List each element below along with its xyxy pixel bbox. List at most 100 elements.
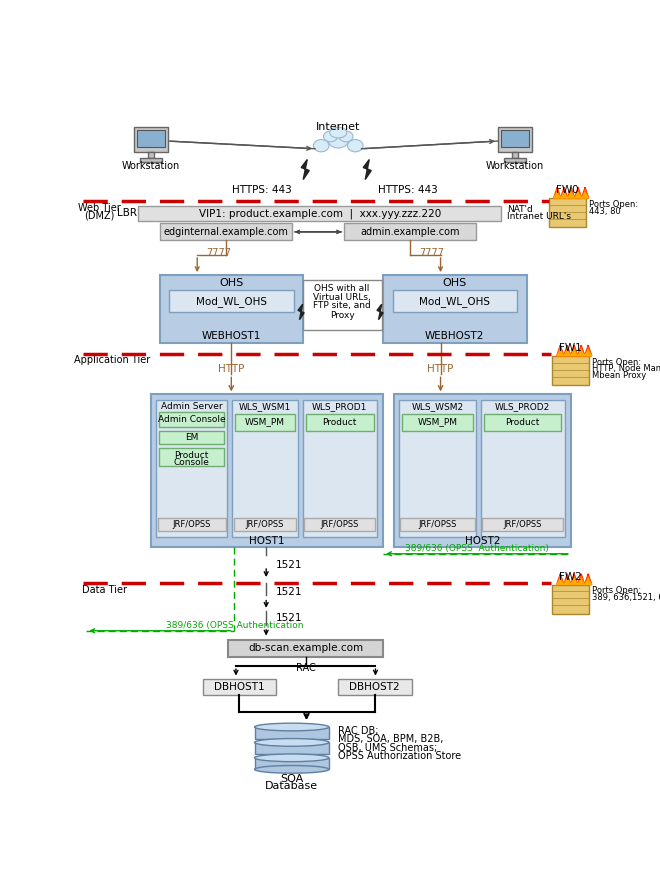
Text: (DMZ): (DMZ) [84,211,115,221]
Bar [255,758,329,770]
Polygon shape [578,574,585,585]
Polygon shape [564,345,571,356]
Polygon shape [561,192,568,198]
Bar [203,679,277,696]
Text: Virtual URLs,: Virtual URLs, [314,293,371,302]
Bar [338,679,412,696]
Ellipse shape [348,139,363,152]
Text: OHS with all: OHS with all [314,284,370,294]
Text: JRF/OPSS: JRF/OPSS [321,520,359,529]
Text: Web Tier: Web Tier [78,203,121,213]
Bar [160,275,304,343]
Text: Ports Open:: Ports Open: [589,200,638,209]
Bar [504,158,526,162]
Polygon shape [571,350,578,356]
Polygon shape [571,576,578,585]
Text: Console: Console [174,457,210,467]
Polygon shape [585,579,591,585]
Polygon shape [557,345,564,356]
Polygon shape [585,347,591,356]
Bar [306,413,374,430]
Polygon shape [581,192,589,198]
Text: HTTP, Node Manager,: HTTP, Node Manager, [591,364,660,373]
Polygon shape [585,350,591,356]
Polygon shape [571,579,578,585]
Text: OHS: OHS [219,279,244,288]
Bar [512,152,518,158]
Bar [234,518,296,531]
Polygon shape [575,189,581,198]
Text: WEBHOST2: WEBHOST2 [425,330,484,341]
Bar [158,518,226,531]
Bar [255,727,329,739]
Bar [133,127,168,152]
Text: edginternal.example.com: edginternal.example.com [164,227,288,237]
Text: WLS_PROD1: WLS_PROD1 [312,402,368,411]
Polygon shape [298,305,304,320]
Text: Product: Product [175,451,209,460]
Text: 389, 636,1521, 6200: 389, 636,1521, 6200 [591,593,660,602]
Bar [345,223,477,240]
Bar [148,152,154,158]
Text: HTTPS: 443: HTTPS: 443 [232,185,292,195]
Text: SOA: SOA [280,773,304,783]
Polygon shape [585,576,591,585]
Bar [399,400,477,537]
Bar [137,130,164,147]
Ellipse shape [255,739,329,747]
Bar [304,518,376,531]
Text: OHS: OHS [442,279,467,288]
Polygon shape [578,347,585,356]
Text: 7777: 7777 [207,247,232,258]
Polygon shape [564,579,571,585]
Text: Mod_WL_OHS: Mod_WL_OHS [419,296,490,306]
Ellipse shape [328,132,348,148]
Polygon shape [301,160,310,179]
Text: WSM_PM: WSM_PM [245,418,284,427]
Text: VIP1: product.example.com  |  xxx.yyy.zzz.220: VIP1: product.example.com | xxx.yyy.zzz.… [199,208,441,219]
Text: Workstation: Workstation [486,161,544,171]
Bar [139,205,501,221]
Polygon shape [575,188,581,198]
Text: HTTP: HTTP [428,364,453,374]
Text: HTTP: HTTP [218,364,244,374]
Bar [383,275,527,343]
Bar [400,518,475,531]
Bar [140,158,162,162]
Text: WSM_PM: WSM_PM [417,418,457,427]
Text: Product: Product [506,418,540,427]
Text: RAC: RAC [296,663,315,672]
Polygon shape [585,345,591,356]
Polygon shape [557,347,564,356]
Text: JRF/OPSS: JRF/OPSS [172,520,211,529]
Ellipse shape [255,765,329,773]
Text: db-scan.example.com: db-scan.example.com [248,644,363,654]
Text: Internet: Internet [316,122,360,132]
Text: Intranet URL's: Intranet URL's [507,212,571,221]
Ellipse shape [255,723,329,730]
Polygon shape [585,574,591,585]
Text: JRF/OPSS: JRF/OPSS [504,520,542,529]
Bar [552,585,589,613]
Polygon shape [578,576,585,585]
Polygon shape [554,188,561,198]
Text: DBHOST2: DBHOST2 [349,682,400,692]
Bar [484,413,562,430]
Text: EM: EM [185,433,199,442]
Polygon shape [561,188,568,198]
Text: Data Tier: Data Tier [82,585,127,595]
Bar [156,400,228,537]
Text: FW1: FW1 [560,343,582,353]
Polygon shape [554,189,561,198]
Bar [228,640,383,657]
Bar [150,395,383,547]
Text: Ports Open:: Ports Open: [591,586,641,596]
Ellipse shape [314,139,329,152]
Text: 443, 80: 443, 80 [589,206,620,215]
Polygon shape [557,576,564,585]
Text: HOST2: HOST2 [465,537,500,547]
Bar [159,412,224,428]
Ellipse shape [255,754,329,762]
Bar [232,400,298,537]
Bar [549,198,586,228]
